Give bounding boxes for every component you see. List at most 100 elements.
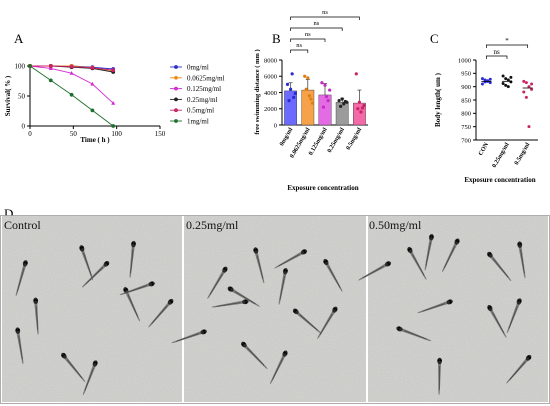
data-point <box>310 101 315 105</box>
bar <box>284 90 297 126</box>
x-axis-label: Time ( h ) <box>80 136 110 144</box>
data-point <box>323 83 327 87</box>
y-tick-label: 750 <box>461 124 471 131</box>
data-point <box>321 105 326 109</box>
significance-label: ns <box>322 9 328 16</box>
data-point <box>320 81 324 85</box>
y-tick-label: 700 <box>461 137 471 144</box>
data-point <box>527 85 531 89</box>
data-point <box>530 87 534 91</box>
data-point <box>340 97 344 101</box>
data-point <box>306 76 310 80</box>
legend-label: 0.25mg/ml <box>187 96 218 104</box>
y-tick-label: 6000 <box>264 74 277 81</box>
data-point <box>504 77 508 81</box>
significance-label: ns <box>314 20 320 27</box>
photo-label-025: 0.25mg/ml <box>186 218 239 232</box>
data-point <box>524 95 528 99</box>
series-point <box>48 78 53 83</box>
data-point <box>324 94 329 99</box>
panel-letter-b: B <box>272 31 281 46</box>
data-point <box>326 99 330 103</box>
series-point <box>90 65 95 70</box>
y-tick-label: 8000 <box>264 57 277 64</box>
series-point <box>90 108 95 113</box>
x-axis-label: Exposure concentration <box>287 184 358 192</box>
x-tick-label: 0 <box>28 130 32 138</box>
photo-label-control: Control <box>4 218 41 232</box>
x-tick-label: 0.5mg/ml <box>513 141 531 166</box>
bar <box>318 94 332 126</box>
y-tick-label: 0 <box>274 122 277 129</box>
data-point <box>354 72 358 76</box>
data-point <box>339 104 343 108</box>
y-tick-label: 50 <box>18 93 26 101</box>
data-point <box>509 75 513 79</box>
y-tick-label: 850 <box>461 97 471 104</box>
data-point <box>504 83 508 87</box>
legend-label: 0.0625mg/ml <box>187 74 225 82</box>
data-point <box>480 77 484 81</box>
data-point <box>356 107 360 111</box>
data-point <box>304 87 308 91</box>
series-point <box>48 66 53 70</box>
legend-label: 0.125mg/ml <box>187 85 221 93</box>
data-point <box>357 100 361 104</box>
data-point <box>293 91 297 95</box>
data-point <box>522 79 526 83</box>
data-point <box>501 74 505 78</box>
series-point <box>69 64 74 69</box>
data-point <box>342 102 346 106</box>
legend-swatch-marker <box>174 119 178 123</box>
y-axis-label: free swimming distance ( mm ) <box>254 49 261 134</box>
photo-panel <box>170 216 366 402</box>
data-point <box>292 95 296 99</box>
data-point <box>362 103 366 108</box>
series-point <box>111 124 116 128</box>
data-point <box>488 81 492 85</box>
legend-swatch-marker <box>174 75 178 80</box>
data-point <box>506 78 510 82</box>
photo-panel <box>356 216 548 402</box>
bar <box>301 89 315 126</box>
series-point <box>69 92 74 97</box>
series-point <box>111 68 116 73</box>
x-tick-label: 0.25mg/ml <box>326 126 346 154</box>
x-tick-label: 50 <box>70 130 78 138</box>
legend-swatch-marker <box>174 65 178 69</box>
data-point <box>524 81 528 85</box>
data-point <box>506 85 510 89</box>
data-point <box>486 79 490 83</box>
panel-letter-a: A <box>14 31 24 46</box>
body-length-chart: 700 750 800 850 900 950 1000 CON 0.25mg/ml 0.5mg… <box>434 37 538 184</box>
x-axis-label: Exposure concentration <box>464 176 535 184</box>
x-tick-label: 0.25mg/ml <box>491 141 511 169</box>
y-tick-label: 0 <box>22 123 26 131</box>
data-point <box>488 77 492 81</box>
legend-swatch-marker <box>174 86 178 91</box>
y-axis-label: Survival( % ) <box>4 75 12 116</box>
data-point <box>290 72 294 76</box>
y-tick-label: 950 <box>461 71 471 78</box>
bar <box>335 102 349 126</box>
series-point <box>90 81 95 86</box>
y-tick-label: 4000 <box>264 90 277 97</box>
data-point <box>480 82 484 86</box>
data-point <box>483 80 487 84</box>
data-point <box>289 87 293 91</box>
x-tick-label: 0mg/ml <box>278 126 294 147</box>
significance-bracket <box>485 55 508 59</box>
data-point <box>303 74 307 78</box>
data-point <box>309 97 313 101</box>
data-point <box>345 100 349 104</box>
panel-letter-d: D <box>4 206 13 221</box>
legend-swatch-marker <box>174 97 178 102</box>
series-point <box>48 64 53 68</box>
data-point <box>527 125 531 129</box>
significance-bracket <box>290 49 309 53</box>
significance-bracket <box>485 44 529 48</box>
panel-letter-c: C <box>430 31 439 46</box>
photo-label-050: 0.50mg/ml <box>369 218 422 232</box>
